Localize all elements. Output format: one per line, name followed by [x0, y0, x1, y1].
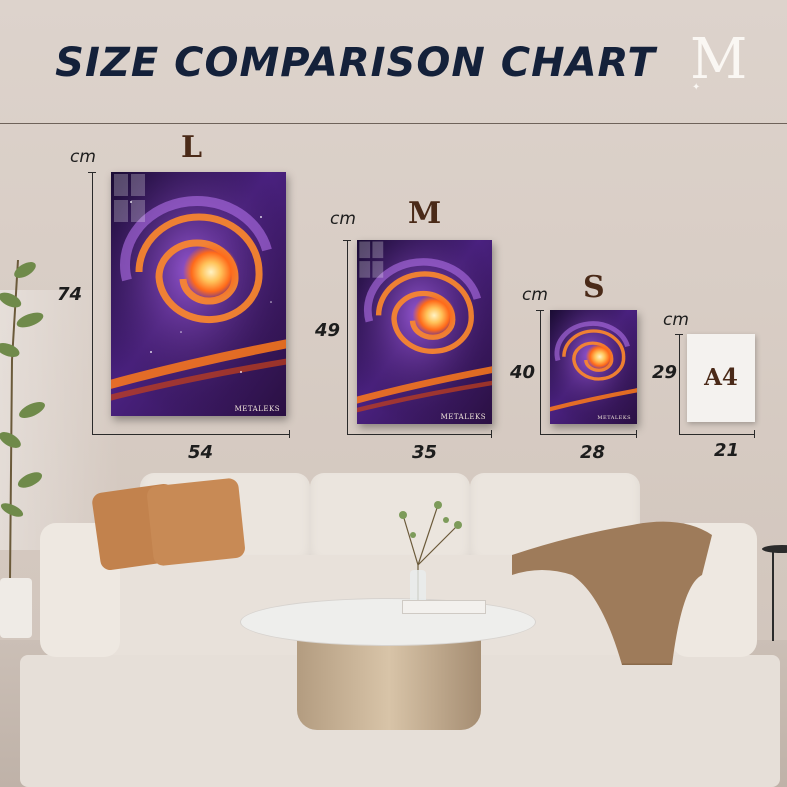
width-line-s — [540, 434, 637, 435]
plant-icon — [0, 259, 45, 580]
height-line-a4 — [679, 334, 680, 434]
side-table — [762, 545, 787, 641]
coffee-table-top — [240, 598, 536, 646]
height-value-a4: 29 — [652, 362, 678, 383]
plant-pot — [0, 578, 32, 638]
unit-label-m: cm — [330, 209, 356, 229]
canvas-print-s: METALEKS — [550, 310, 637, 424]
vase-with-branches — [399, 501, 462, 605]
height-tick-top-s — [536, 310, 544, 311]
unit-label-l: cm — [70, 147, 96, 167]
width-value-a4: 21 — [714, 440, 740, 461]
height-value-l: 74 — [57, 284, 83, 305]
width-line-m — [347, 434, 492, 435]
height-tick-top-l — [88, 172, 96, 173]
width-value-l: 54 — [188, 442, 214, 463]
coffee-table-base — [297, 630, 481, 730]
throw-pillow-front — [146, 477, 246, 567]
brand-mark-l: METALEKS — [234, 405, 280, 413]
logo-star-icon: ✦ — [692, 82, 701, 93]
width-tick-right-m — [491, 430, 492, 438]
width-tick-right-l — [289, 430, 290, 438]
canvas-print-m: METALEKS — [357, 240, 492, 424]
height-tick-top-m — [343, 240, 351, 241]
height-value-s: 40 — [510, 362, 536, 383]
width-value-m: 35 — [412, 442, 438, 463]
books-on-table — [402, 600, 486, 614]
height-line-s — [540, 310, 541, 434]
header-divider — [0, 123, 787, 124]
height-tick-top-a4 — [675, 334, 683, 335]
height-line-l — [92, 172, 93, 434]
m-logo-icon: M — [690, 27, 748, 92]
brand-mark-s: METALEKS — [597, 415, 631, 421]
width-tick-right-s — [636, 430, 637, 438]
width-value-s: 28 — [580, 442, 606, 463]
page-title: SIZE COMPARISON CHART — [55, 40, 656, 86]
canvas-print-l: METALEKS — [111, 172, 286, 416]
unit-label-a4: cm — [663, 310, 689, 330]
throw-blanket — [512, 521, 712, 665]
width-line-a4 — [679, 434, 755, 435]
width-tick-right-a4 — [754, 430, 755, 438]
a4-label: A4 — [704, 364, 738, 391]
unit-label-s: cm — [522, 285, 548, 305]
height-line-m — [347, 240, 348, 434]
size-letter-s: S — [583, 270, 605, 305]
height-value-m: 49 — [315, 320, 341, 341]
brand-mark-m: METALEKS — [440, 413, 486, 421]
a4-paper: A4 — [687, 334, 755, 422]
width-line-l — [92, 434, 290, 435]
size-letter-l: L — [181, 130, 203, 165]
size-letter-m: M — [408, 196, 442, 231]
